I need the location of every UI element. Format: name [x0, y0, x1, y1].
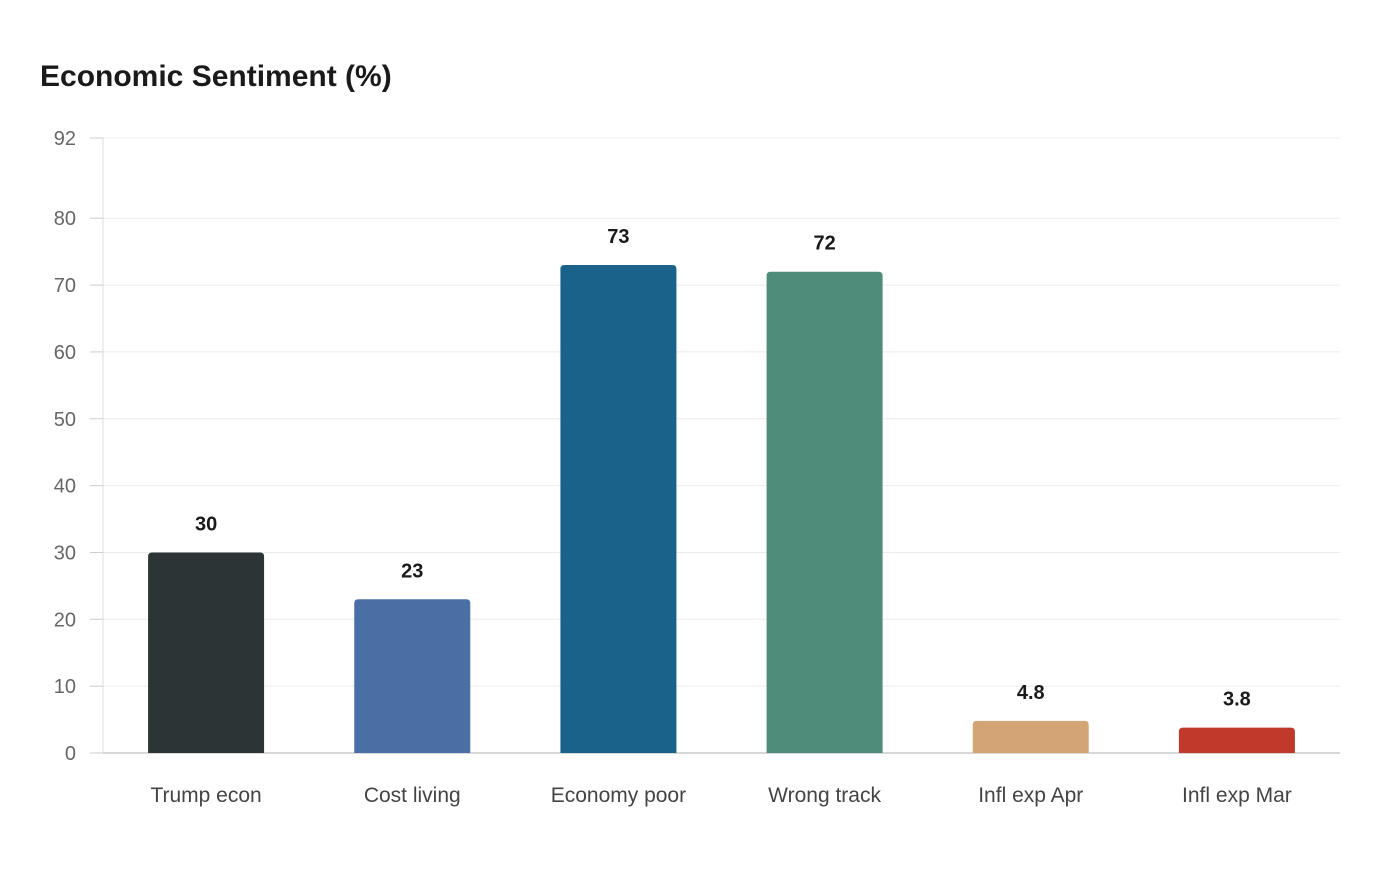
x-tick-label: Cost living	[364, 784, 461, 807]
data-label: 4.8	[1017, 682, 1045, 704]
y-tick-label: 10	[54, 676, 76, 698]
x-tick-label: Economy poor	[551, 784, 686, 807]
chart-title: Economic Sentiment (%)	[40, 60, 392, 93]
x-tick-label: Trump econ	[150, 784, 261, 807]
data-labels: 30 23 73 72 4.8 3.8	[195, 226, 1251, 711]
bar-infl-exp-mar	[1178, 727, 1295, 753]
bars	[148, 265, 1295, 753]
y-tick-label: 70	[54, 275, 76, 297]
bar-infl-exp-apr	[972, 720, 1089, 753]
y-tick-label: 0	[65, 743, 76, 765]
data-label: 73	[607, 226, 629, 248]
data-label: 23	[401, 560, 423, 582]
y-tick-label: 80	[54, 208, 76, 230]
bar-wrong-track	[766, 271, 883, 753]
y-tick-label: 60	[54, 342, 76, 364]
x-tick-labels: Trump econ Cost living Economy poor Wrong t…	[150, 784, 1291, 807]
x-tick-label: Infl exp Mar	[1182, 784, 1292, 807]
bar-trump-econ	[148, 552, 265, 753]
grid-lines	[103, 137, 1340, 687]
y-tick-label: 30	[54, 542, 76, 564]
y-tick-label: 40	[54, 476, 76, 498]
bar-cost-living	[354, 599, 471, 753]
bar-economy-poor	[560, 265, 677, 753]
y-tick-labels: 0 10 20 30 40 50 60 70 80 92	[54, 128, 76, 765]
x-tick-label: Wrong track	[768, 784, 881, 807]
y-tick-label: 20	[54, 609, 76, 631]
data-label: 72	[813, 233, 835, 255]
data-label: 3.8	[1223, 689, 1251, 711]
x-tick-label: Infl exp Apr	[978, 784, 1083, 807]
axes	[90, 137, 1340, 754]
y-tick-label: 92	[54, 128, 76, 150]
data-label: 30	[195, 513, 217, 535]
y-tick-label: 50	[54, 409, 76, 431]
